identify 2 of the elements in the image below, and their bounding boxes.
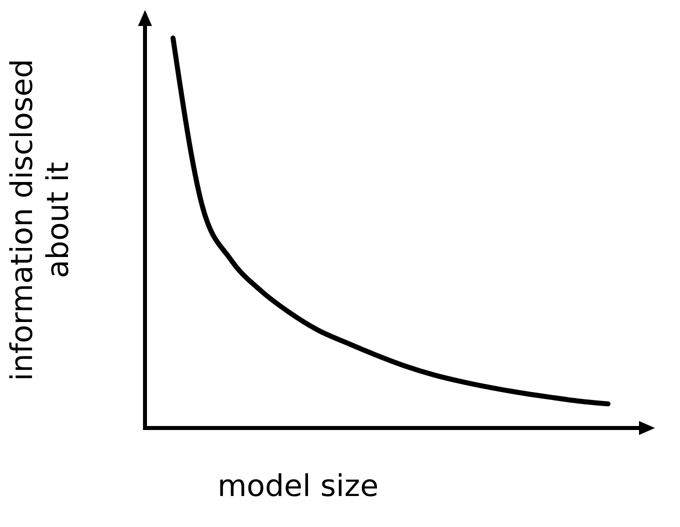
y-axis-title: information disclosed about it (5, 58, 76, 382)
x-axis-title: model size (217, 469, 379, 504)
